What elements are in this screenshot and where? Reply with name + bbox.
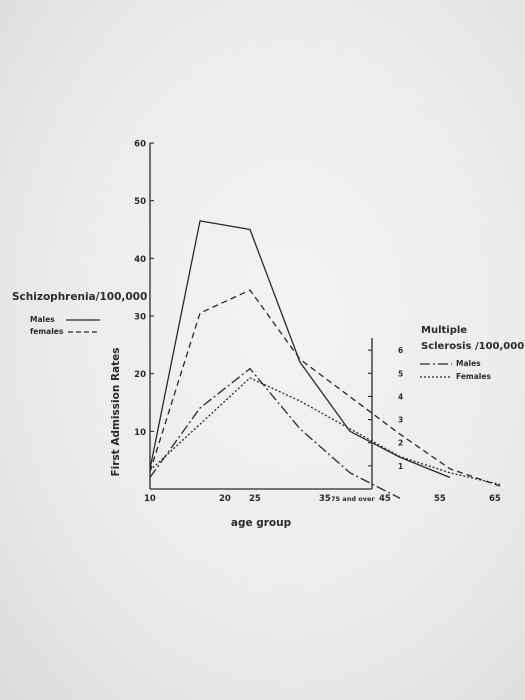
left-tick-label: 30 xyxy=(134,313,146,323)
x-axis-title: age group xyxy=(231,517,292,529)
legend-left-males-label: Males xyxy=(30,315,55,324)
left-tick-label: 40 xyxy=(134,255,146,265)
series-line-left-males xyxy=(149,220,451,479)
right-tick-label: 1 xyxy=(398,462,403,471)
x-tick-label: 45 xyxy=(379,494,391,504)
left-tick-label: 50 xyxy=(134,197,146,207)
x-tick-label: 35 xyxy=(319,494,331,504)
legend-left-females-label: females xyxy=(30,327,64,336)
series-line-right-males xyxy=(149,368,401,499)
left-axis-title: Schizophrenia/100,000 xyxy=(12,291,147,303)
x-tick-label: 10 xyxy=(144,494,156,504)
legend-right-females-label: Females xyxy=(456,372,491,381)
left-tick-label: 10 xyxy=(134,428,146,438)
x-tick-label: 20 xyxy=(219,494,231,504)
left-tick-label: 60 xyxy=(134,140,146,150)
y-axis-title: First Admission Rates xyxy=(110,347,122,476)
x-tick-label: 65 xyxy=(489,494,501,504)
left-tick-label: 20 xyxy=(134,370,146,380)
right-tick-label: 5 xyxy=(398,369,403,378)
series-group xyxy=(149,220,501,499)
right-tick-label: 3 xyxy=(398,416,403,425)
right-axis-title-line2: Sclerosis /100,000 xyxy=(421,341,524,352)
series-line-right-females xyxy=(149,377,501,486)
series-line-left-females xyxy=(149,289,501,487)
right-axis-title-line1: Multiple xyxy=(421,325,467,336)
x-tick-label: 55 xyxy=(434,494,446,504)
x-axis-ticks: 10 20 25 35 45 55 65 75 and over xyxy=(144,494,501,504)
right-tick-label: 6 xyxy=(398,346,403,355)
right-axis-ticks: 1 2 3 4 5 6 xyxy=(368,346,403,471)
right-tick-label: 2 xyxy=(398,439,403,448)
right-tick-label: 4 xyxy=(398,392,403,401)
legend-right-males-label: Males xyxy=(456,359,481,368)
x-tick-label: 25 xyxy=(249,494,261,504)
x-tick-label: 75 and over xyxy=(331,495,375,503)
left-axis-ticks: 10 20 30 40 50 60 xyxy=(134,140,154,438)
